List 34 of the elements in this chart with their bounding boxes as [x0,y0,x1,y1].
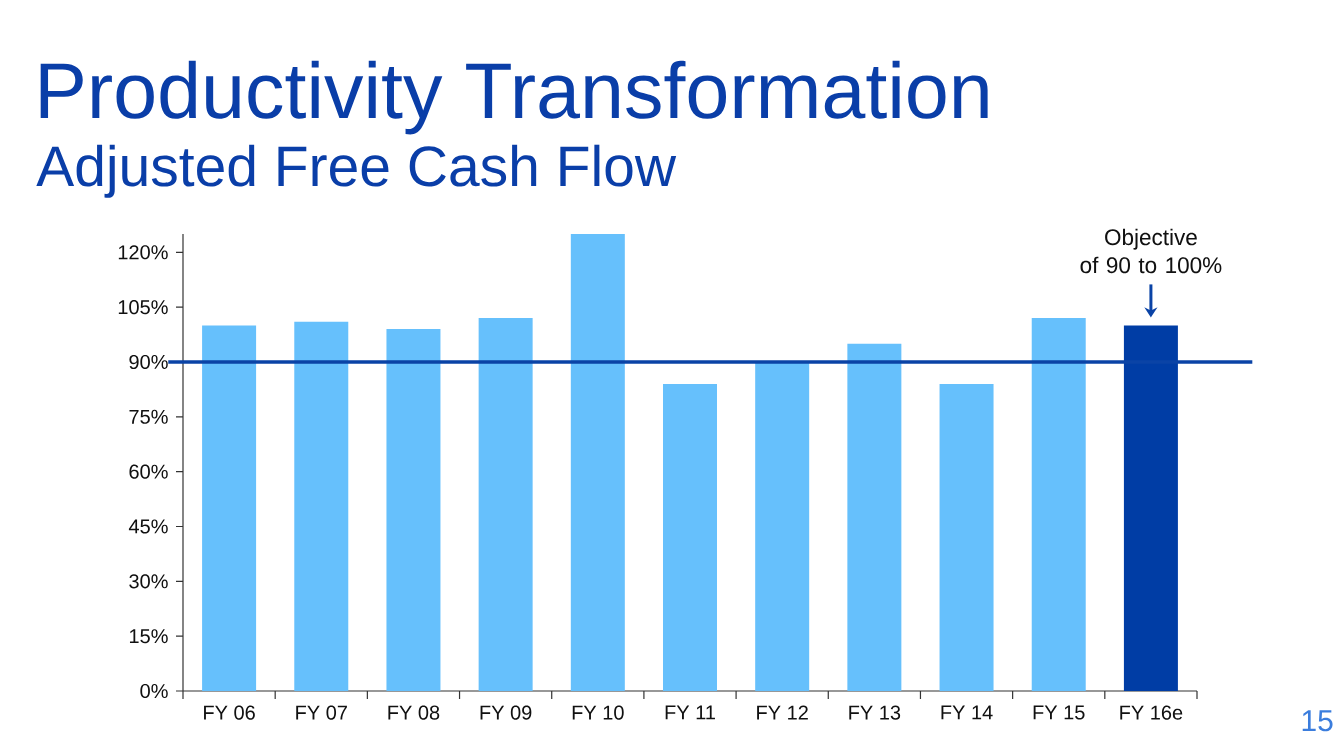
bar [1031,318,1086,692]
x-tick-label: FY 12 [757,705,808,720]
chart-title: Productivity Transformation [40,60,988,135]
chart-subtitle: Adjusted Free Cash Flow [36,144,677,198]
y-tick-label: 90% [129,354,168,370]
bar [570,234,625,692]
bar [386,329,441,692]
x-tick-label: FY 10 [572,705,624,720]
x-tick-label: FY 06 [204,705,255,720]
y-tick-label: 15% [129,629,168,644]
y-tick-label: 120% [118,245,168,260]
y-tick-label: 60% [129,464,168,479]
x-tick-label: FY 08 [388,705,440,720]
annotation: Objective of 90 to 100% [1080,228,1222,274]
text: 15 [1302,710,1333,732]
x-tick-label: FY 14 [941,705,993,720]
x-tick-label: FY 09 [480,705,532,720]
x-tick-label: FY 13 [849,705,901,720]
y-tick-label: 105% [118,300,168,315]
x-tick-label: FY 07 [296,705,347,720]
x-tick-label: FY 11 [665,705,715,720]
y-tick-label: 30% [129,574,168,589]
x-tick-label: FY 15 [1033,705,1085,720]
bar [478,318,533,692]
bar [663,383,717,692]
bar [294,321,349,692]
y-tick-label: 0% [140,683,168,699]
x-tick-label: FY 16e [1120,705,1183,720]
bar [202,325,257,692]
y-tick-label: 75% [129,409,168,424]
bar [755,361,810,692]
y-tick-label: 45% [128,519,168,534]
bar [847,343,902,692]
bar [939,383,994,692]
